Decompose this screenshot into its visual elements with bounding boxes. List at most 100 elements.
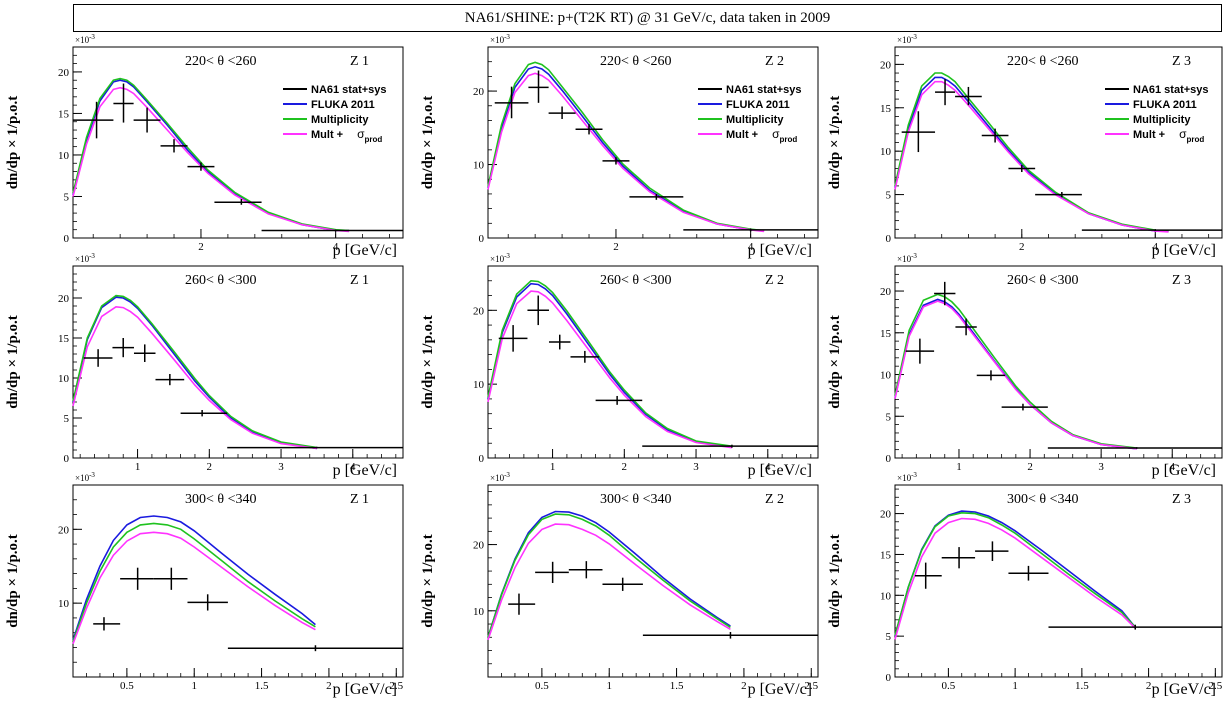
legend: NA61 stat+sys FLUKA 2011 MultiplicityMult …: [698, 84, 802, 144]
series-mult: [487, 279, 733, 447]
x-tick-label: 3: [278, 461, 284, 473]
data-point: [494, 86, 529, 119]
data-point: [1008, 165, 1036, 173]
y-tick-label: 10: [880, 590, 892, 602]
zone-label: Z 3: [1172, 492, 1191, 507]
x-tick-label: 1: [550, 461, 556, 473]
y-axis-label: dn/dp × 1/p.o.t: [5, 534, 21, 628]
data-point: [112, 338, 134, 358]
y-axis-label: dn/dp × 1/p.o.t: [420, 315, 436, 409]
y-tick-label: 5: [64, 191, 70, 203]
y-exponent-power: -3: [504, 471, 510, 479]
chart-panel-6: 0 5 10 15 20 1 2 3 4 ×10-3 p [GeV/c] dn/dp × 1/p.o.…: [827, 252, 1223, 479]
data-point: [93, 617, 121, 631]
series-multprod: [487, 523, 731, 641]
data-point: [595, 395, 643, 405]
x-tick-label: 1: [1012, 680, 1018, 692]
data-point: [905, 338, 935, 364]
chart-panel-5: 0 10 20 1 2 3 4 ×10-3 p [GeV/c] dn/dp × 1/p.o.t 26…: [420, 252, 819, 479]
data-point: [180, 410, 228, 417]
series-fluka: [487, 510, 731, 638]
data-point: [642, 631, 818, 639]
data-point: [955, 86, 982, 106]
data-point: [113, 83, 134, 123]
y-tick-label: 15: [880, 103, 892, 115]
y-tick-label: 20: [473, 540, 485, 552]
series-mult: [894, 72, 1169, 232]
x-tick-label: 2.5: [1208, 680, 1222, 692]
legend-sigma: σ: [357, 127, 365, 141]
zone-label: Z 3: [1172, 54, 1191, 69]
chart-panel-1: 0 5 10 15 20 2 4 ×10-3 p [GeV/c] dn/dp × 1/p.o.t 2…: [5, 33, 404, 259]
data-point: [568, 561, 603, 579]
data-point: [153, 567, 188, 590]
plot-frame: [72, 484, 404, 678]
data-point: [535, 561, 569, 583]
y-tick-label: 20: [473, 86, 485, 98]
data-point: [1008, 565, 1049, 581]
data-point: [508, 593, 536, 615]
theta-range-label: 220< θ <260: [1007, 54, 1079, 69]
y-tick-label: 10: [473, 160, 485, 172]
y-exponent-power: -3: [911, 252, 917, 260]
theta-range-label: 260< θ <300: [185, 273, 257, 288]
legend-label: Multiplicity: [311, 114, 369, 126]
zone-label: Z 1: [350, 492, 369, 507]
legend-label: FLUKA 2011: [726, 99, 790, 111]
y-axis-label: dn/dp × 1/p.o.t: [827, 96, 843, 190]
series-multprod: [72, 531, 316, 645]
data-point: [527, 295, 549, 326]
data-point: [1035, 191, 1082, 198]
x-tick-label: 2: [741, 680, 747, 692]
y-tick-label: 10: [473, 606, 485, 618]
x-tick-label: 2: [613, 241, 619, 253]
data-point: [73, 101, 114, 139]
series-fluka: [894, 76, 1169, 232]
y-tick-label: 5: [886, 190, 892, 202]
data-point: [227, 645, 403, 652]
x-tick-label: 2.5: [804, 680, 818, 692]
y-tick-label: 10: [473, 379, 485, 391]
y-tick-label: 15: [880, 549, 892, 561]
x-tick-label: 1: [135, 461, 141, 473]
x-tick-label: 2.5: [389, 680, 403, 692]
x-axis-label: p [GeV/c]: [333, 462, 397, 479]
y-tick-label: 15: [58, 333, 70, 345]
y-exponent-label: ×10-3: [490, 252, 510, 264]
x-tick-label: 4: [350, 461, 356, 473]
data-point: [934, 281, 956, 306]
zone-label: Z 1: [350, 273, 369, 288]
legend-sigma: σ: [772, 127, 780, 141]
series-multprod: [72, 305, 318, 450]
y-tick-label: 5: [64, 413, 70, 425]
data-point: [160, 139, 188, 153]
zone-label: Z 2: [765, 54, 784, 69]
x-tick-label: 0.5: [120, 680, 134, 692]
y-exponent-power: -3: [89, 471, 95, 479]
x-tick-label: 1: [191, 680, 197, 692]
plot-frame: [72, 265, 404, 459]
data-point: [955, 318, 977, 336]
x-tick-label: 0.5: [942, 680, 956, 692]
x-axis-label: p [GeV/c]: [1152, 462, 1216, 479]
legend-label: Multiplicity: [726, 114, 784, 126]
x-tick-label: 2: [1019, 241, 1025, 253]
series-multprod: [894, 300, 1137, 450]
data-point: [528, 70, 549, 103]
legend: NA61 stat+sys FLUKA 2011 MultiplicityMult …: [283, 84, 387, 144]
data-point: [214, 198, 262, 205]
y-tick-label: 15: [880, 328, 892, 340]
series-multprod: [487, 72, 765, 233]
data-point: [498, 325, 528, 352]
y-tick-label: 10: [880, 146, 892, 158]
y-exponent-label: ×10-3: [490, 33, 510, 45]
y-tick-label: 20: [880, 509, 892, 521]
x-tick-label: 2: [207, 461, 213, 473]
data-point: [981, 128, 1009, 143]
data-point: [915, 562, 942, 589]
x-tick-label: 4: [1169, 461, 1175, 473]
theta-range-label: 260< θ <300: [1007, 273, 1079, 288]
y-tick-label: 0: [64, 453, 70, 465]
x-tick-label: 2: [622, 461, 628, 473]
y-axis-label: dn/dp × 1/p.o.t: [827, 534, 843, 628]
